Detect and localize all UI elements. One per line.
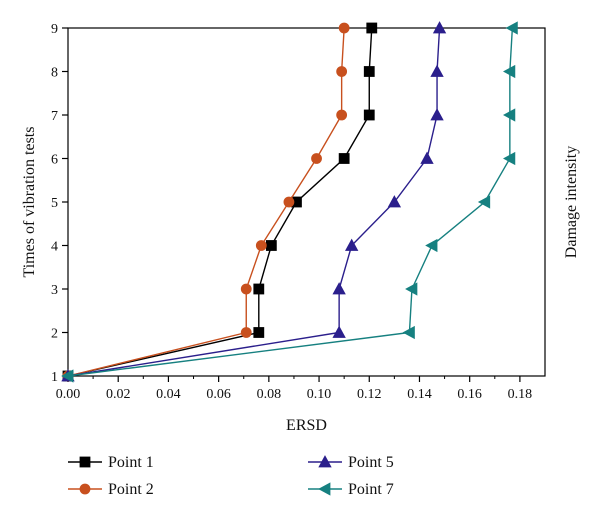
x-tick-label: 0.00: [56, 387, 81, 402]
series-line: [67, 27, 345, 377]
legend-item: Point 2: [68, 481, 154, 498]
series-marker: [240, 283, 252, 295]
series-marker: [332, 282, 346, 295]
y-tick-label: 7: [51, 109, 58, 124]
series-marker: [503, 64, 516, 79]
y-tick-label: 1: [51, 370, 58, 385]
x-tick-label: 0.16: [457, 387, 482, 402]
y-tick-label: 2: [51, 327, 58, 342]
series-line: [67, 27, 373, 377]
series-marker: [477, 195, 491, 209]
legend-label: Point 2: [108, 481, 154, 498]
legend-label: Point 5: [348, 454, 394, 471]
legend-item: Point 7: [308, 481, 394, 498]
series-marker: [255, 240, 267, 251]
plot-area-border: [67, 27, 546, 377]
series-marker: [265, 240, 277, 251]
x-tick-label: 0.08: [257, 387, 282, 402]
y-tick-label: 9: [51, 22, 58, 37]
legend: Point 1 Point 2 Point 5 Point 7: [68, 454, 394, 498]
series-marker: [425, 238, 438, 253]
series-marker: [402, 325, 415, 340]
series-marker: [253, 327, 265, 338]
series-marker: [79, 483, 91, 495]
series-marker: [363, 109, 375, 121]
series-marker: [430, 64, 444, 77]
y-axis-title: Times of vibration tests: [21, 127, 38, 278]
series-marker: [311, 153, 322, 164]
series-marker: [253, 283, 265, 295]
series-marker: [283, 196, 295, 208]
series-marker: [240, 327, 252, 338]
series-marker: [345, 238, 359, 251]
x-tick-label: 0.06: [206, 387, 231, 402]
right-axis-title: Damage intensity: [563, 146, 580, 258]
x-tick-label: 0.10: [307, 387, 332, 402]
y-tick-label: 5: [51, 196, 58, 211]
legend-label: Point 7: [348, 481, 394, 498]
x-tick-label: 0.18: [508, 387, 533, 402]
series-point-2: [62, 22, 350, 382]
series-marker: [366, 22, 378, 34]
series-point-5: [61, 21, 447, 382]
y-tick-label: 4: [51, 240, 58, 255]
legend-item: Point 5: [308, 454, 394, 471]
series-marker: [505, 21, 518, 35]
x-tick-label: 0.04: [156, 387, 181, 402]
y-tick-label: 8: [51, 66, 58, 81]
series-marker: [332, 325, 346, 338]
series-marker: [432, 21, 447, 34]
x-tick-label: 0.02: [106, 387, 131, 402]
series-marker: [61, 369, 74, 383]
series-marker: [336, 66, 348, 77]
x-axis-title: ERSD: [286, 417, 327, 434]
series-marker: [336, 109, 348, 121]
series-line: [67, 27, 441, 377]
series-marker: [338, 153, 350, 164]
x-tick-label: 0.14: [407, 387, 432, 402]
series-marker: [503, 151, 516, 166]
legend-label: Point 1: [108, 454, 154, 471]
series-marker: [318, 482, 331, 496]
series-marker: [318, 455, 332, 468]
series-marker: [420, 151, 434, 164]
series-layer: [61, 21, 518, 383]
series-marker: [79, 456, 91, 468]
series-marker: [338, 22, 350, 34]
series-point-7: [61, 21, 518, 383]
y-axis: 1 2 3 4 5 6 7 8 9: [51, 22, 68, 385]
series-marker: [405, 282, 418, 296]
x-tick-label: 0.12: [357, 387, 382, 402]
series-point-1: [62, 22, 378, 382]
series-marker: [387, 195, 402, 208]
series-marker: [363, 66, 375, 77]
series-marker: [430, 108, 444, 121]
legend-item: Point 1: [68, 454, 154, 471]
y-tick-label: 6: [51, 153, 58, 168]
plot-frame: [67, 27, 546, 377]
y-tick-label: 3: [51, 283, 58, 298]
x-axis: 0.00 0.02 0.04 0.06 0.08 0.10 0.12 0.14 0.16 0.18: [56, 376, 532, 402]
series-marker: [503, 108, 516, 122]
